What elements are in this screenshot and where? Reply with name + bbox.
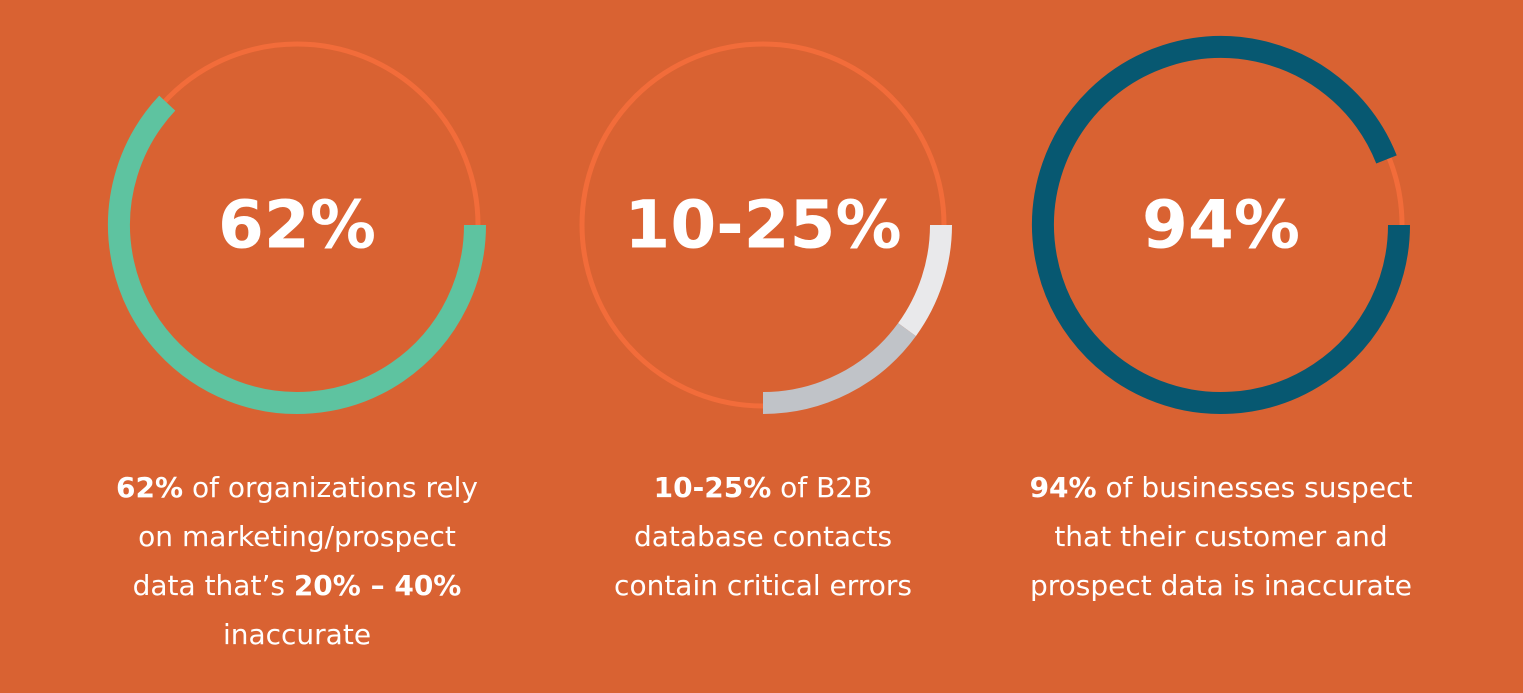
caption-text: inaccurate bbox=[223, 618, 371, 651]
caption-bold: 10-25% bbox=[654, 471, 772, 504]
range-arc-low bbox=[897, 224, 952, 337]
caption-text: data that’s bbox=[133, 569, 294, 602]
caption-text: that their customer and bbox=[1054, 520, 1387, 553]
caption-bold: 94% bbox=[1030, 471, 1097, 504]
caption-text: prospect data is inaccurate bbox=[1030, 569, 1412, 602]
caption-line: on marketing/prospect bbox=[138, 520, 456, 553]
progress-arc bbox=[1032, 36, 1410, 414]
progress-arc bbox=[108, 95, 486, 414]
caption-line: 94% of businesses suspect bbox=[1030, 471, 1413, 504]
caption-text: of organizations rely bbox=[183, 471, 478, 504]
caption-line: database contacts bbox=[634, 520, 892, 553]
caption-text: contain critical errors bbox=[614, 569, 912, 602]
headline: 10-25% bbox=[624, 187, 901, 264]
caption-text: of B2B bbox=[771, 471, 872, 504]
caption-line: data that’s 20% – 40% bbox=[133, 569, 462, 602]
headline: 62% bbox=[218, 187, 376, 264]
caption-text: database contacts bbox=[634, 520, 892, 553]
caption-bold: 62% bbox=[116, 471, 183, 504]
caption-text: on marketing/prospect bbox=[138, 520, 456, 553]
caption-line: contain critical errors bbox=[614, 569, 912, 602]
caption-bold: 20% – 40% bbox=[294, 569, 462, 602]
caption-line: that their customer and bbox=[1054, 520, 1387, 553]
caption-line: prospect data is inaccurate bbox=[1030, 569, 1412, 602]
headline: 94% bbox=[1142, 187, 1300, 264]
caption-text: of businesses suspect bbox=[1097, 471, 1413, 504]
caption-line: 10-25% of B2B bbox=[654, 471, 873, 504]
range-arc-high bbox=[762, 323, 916, 414]
caption-line: inaccurate bbox=[223, 618, 371, 651]
caption-line: 62% of organizations rely bbox=[116, 471, 478, 504]
